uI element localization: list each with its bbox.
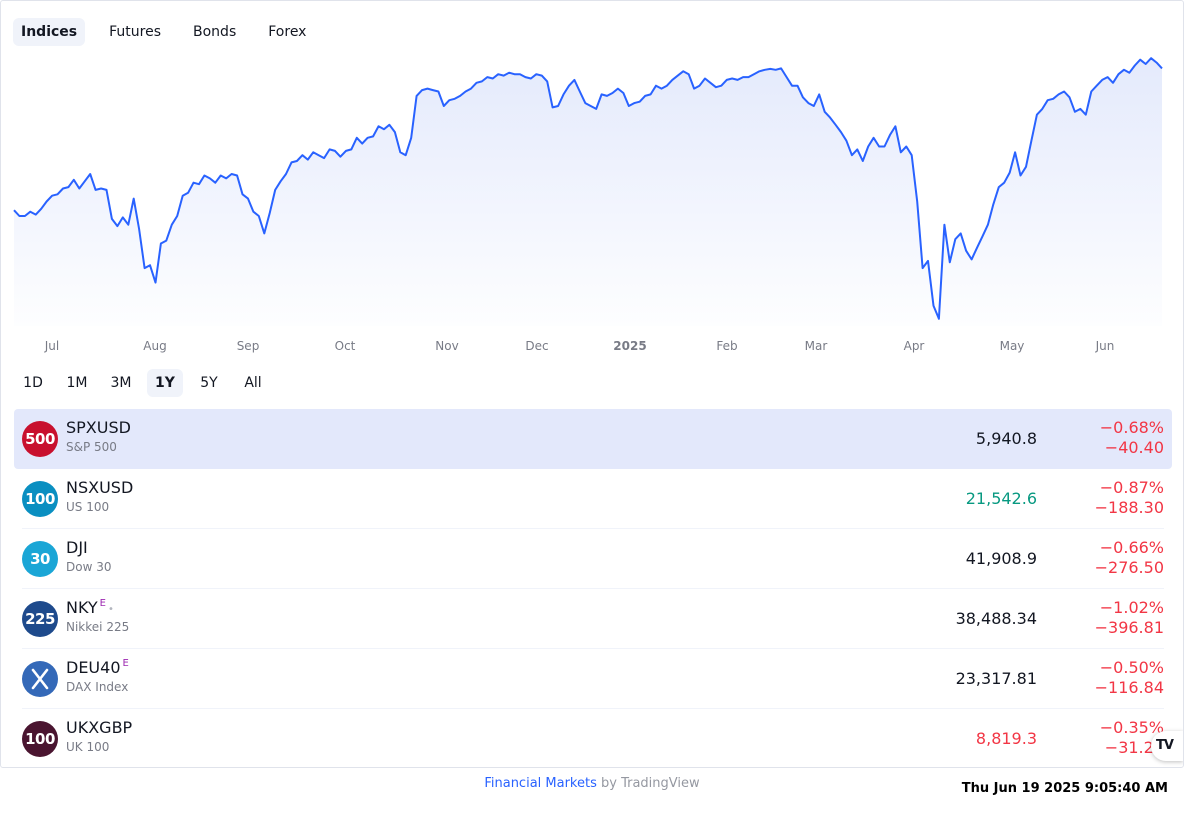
symbol-row-dji[interactable]: 30 DJI Dow 30 41,908.9 −0.66% −276.50 [14, 529, 1172, 589]
price-chart-svg[interactable]: Jul Aug Sep Oct Nov Dec 2025 Feb Mar Apr May Jun [1, 51, 1184, 361]
symbol-description: Dow 30 [66, 560, 112, 574]
dax-x-icon [31, 668, 49, 690]
x-axis-tick-label: Aug [143, 339, 166, 353]
symbol-row-nsxusd[interactable]: 100 NSXUSD US 100 21,542.6 −0.87% −188.3… [14, 469, 1172, 529]
financial-markets-link[interactable]: Financial Markets [484, 776, 597, 791]
price-line [13, 57, 1163, 320]
symbol-price: 8,819.3 [975, 729, 1037, 748]
symbol-description: DAX Index [66, 680, 129, 694]
symbol-ticker: SPXUSD [66, 418, 131, 437]
footer-suffix: by TradingView [596, 776, 700, 791]
market-overview-widget: Indices Futures Bonds Forex Jul Aug Sep Oct… [0, 0, 1184, 768]
market-status-dot: • [108, 604, 114, 615]
timestamp: Thu Jun 19 2025 9:05:40 AM [961, 781, 1168, 796]
tab-forex[interactable]: Forex [268, 24, 307, 40]
change-percent: −0.66% [1099, 538, 1164, 557]
x-axis-tick-label: Jul [44, 339, 59, 353]
symbol-price: 21,542.6 [965, 489, 1037, 508]
symbol-ticker: UKXGBP [66, 718, 133, 737]
change-absolute: −396.81 [1094, 618, 1164, 637]
symbol-price: 23,317.81 [955, 669, 1037, 688]
symbol-list: 500 SPXUSD S&P 500 5,940.8 −0.68% −40.40… [14, 409, 1172, 767]
symbol-logo: 100 [22, 721, 58, 757]
range-5y[interactable]: 5Y [200, 375, 218, 391]
symbol-ticker: NKY E• [66, 598, 114, 617]
change-absolute: −188.30 [1094, 498, 1164, 517]
market-tabs: Indices Futures Bonds Forex [13, 18, 314, 46]
symbol-description: UK 100 [66, 740, 110, 754]
range-selector: 1D 1M 3M 1Y 5Y All [15, 369, 271, 397]
x-axis-tick-label: May [1000, 339, 1025, 353]
symbol-ticker: NSXUSD [66, 478, 134, 497]
row-divider [22, 648, 1164, 649]
change-absolute: −276.50 [1094, 558, 1164, 577]
symbol-row-deu40[interactable]: DEU40 E DAX Index 23,317.81 −0.50% −116.8… [14, 649, 1172, 709]
symbol-logo: 225 [22, 601, 58, 637]
dax-logo-icon [22, 661, 58, 697]
range-1d[interactable]: 1D [23, 375, 43, 391]
change-percent: −0.87% [1099, 478, 1164, 497]
change-absolute: −31.20 [1104, 738, 1164, 757]
symbol-row-spxusd[interactable]: 500 SPXUSD S&P 500 5,940.8 −0.68% −40.40 [14, 409, 1172, 469]
x-axis-tick-label: Oct [335, 339, 356, 353]
symbol-logo: 500 [22, 421, 58, 457]
symbol-price: 5,940.8 [975, 429, 1037, 448]
change-absolute: −40.40 [1104, 438, 1164, 457]
change-percent: −0.50% [1099, 658, 1164, 677]
symbol-description: S&P 500 [66, 440, 117, 454]
symbol-ticker: DEU40 E [66, 658, 129, 677]
tradingview-logo-icon: TV [1156, 738, 1174, 753]
change-percent: −0.68% [1099, 418, 1164, 437]
tab-futures[interactable]: Futures [109, 24, 162, 40]
row-divider [22, 528, 1164, 529]
delayed-data-marker: E [122, 658, 129, 669]
symbol-description: US 100 [66, 500, 110, 514]
range-1m[interactable]: 1M [66, 375, 88, 391]
x-axis-tick-label: Mar [805, 339, 828, 353]
x-axis-tick-label: Apr [904, 339, 925, 353]
price-chart[interactable]: Jul Aug Sep Oct Nov Dec 2025 Feb Mar Apr May Jun [1, 51, 1184, 361]
symbol-description: Nikkei 225 [66, 620, 130, 634]
change-percent: −1.02% [1099, 598, 1164, 617]
x-axis-tick-label: Feb [716, 339, 737, 353]
delayed-data-marker: E [99, 598, 106, 609]
symbol-price: 38,488.34 [955, 609, 1037, 628]
change-percent: −0.35% [1099, 718, 1164, 737]
tab-indices[interactable]: Indices [13, 18, 86, 46]
symbol-row-ukxgbp[interactable]: 100 UKXGBP UK 100 8,819.3 −0.35% −31.20 [14, 709, 1172, 767]
range-1y[interactable]: 1Y [147, 369, 183, 397]
tradingview-logo-badge[interactable]: TV [1151, 731, 1183, 761]
symbol-ticker: DJI [66, 538, 88, 557]
row-divider [22, 588, 1164, 589]
range-all[interactable]: All [244, 375, 262, 391]
x-axis-tick-label: Jun [1095, 339, 1115, 353]
symbol-price: 41,908.9 [965, 549, 1037, 568]
symbol-logo: 100 [22, 481, 58, 517]
x-axis-tick-label: 2025 [613, 339, 646, 353]
footer-attribution: Financial Markets by TradingView [0, 776, 1184, 791]
symbol-logo: 30 [22, 541, 58, 577]
range-3m[interactable]: 3M [110, 375, 132, 391]
x-axis-tick-label: Dec [525, 339, 548, 353]
row-divider [22, 708, 1164, 709]
tab-bonds[interactable]: Bonds [193, 24, 237, 40]
price-area-fill [14, 58, 1162, 326]
symbol-row-nky[interactable]: 225 NKY E• Nikkei 225 38,488.34 −1.02% −3… [14, 589, 1172, 649]
x-axis-tick-label: Sep [237, 339, 260, 353]
change-absolute: −116.84 [1094, 678, 1164, 697]
x-axis-tick-label: Nov [435, 339, 458, 353]
